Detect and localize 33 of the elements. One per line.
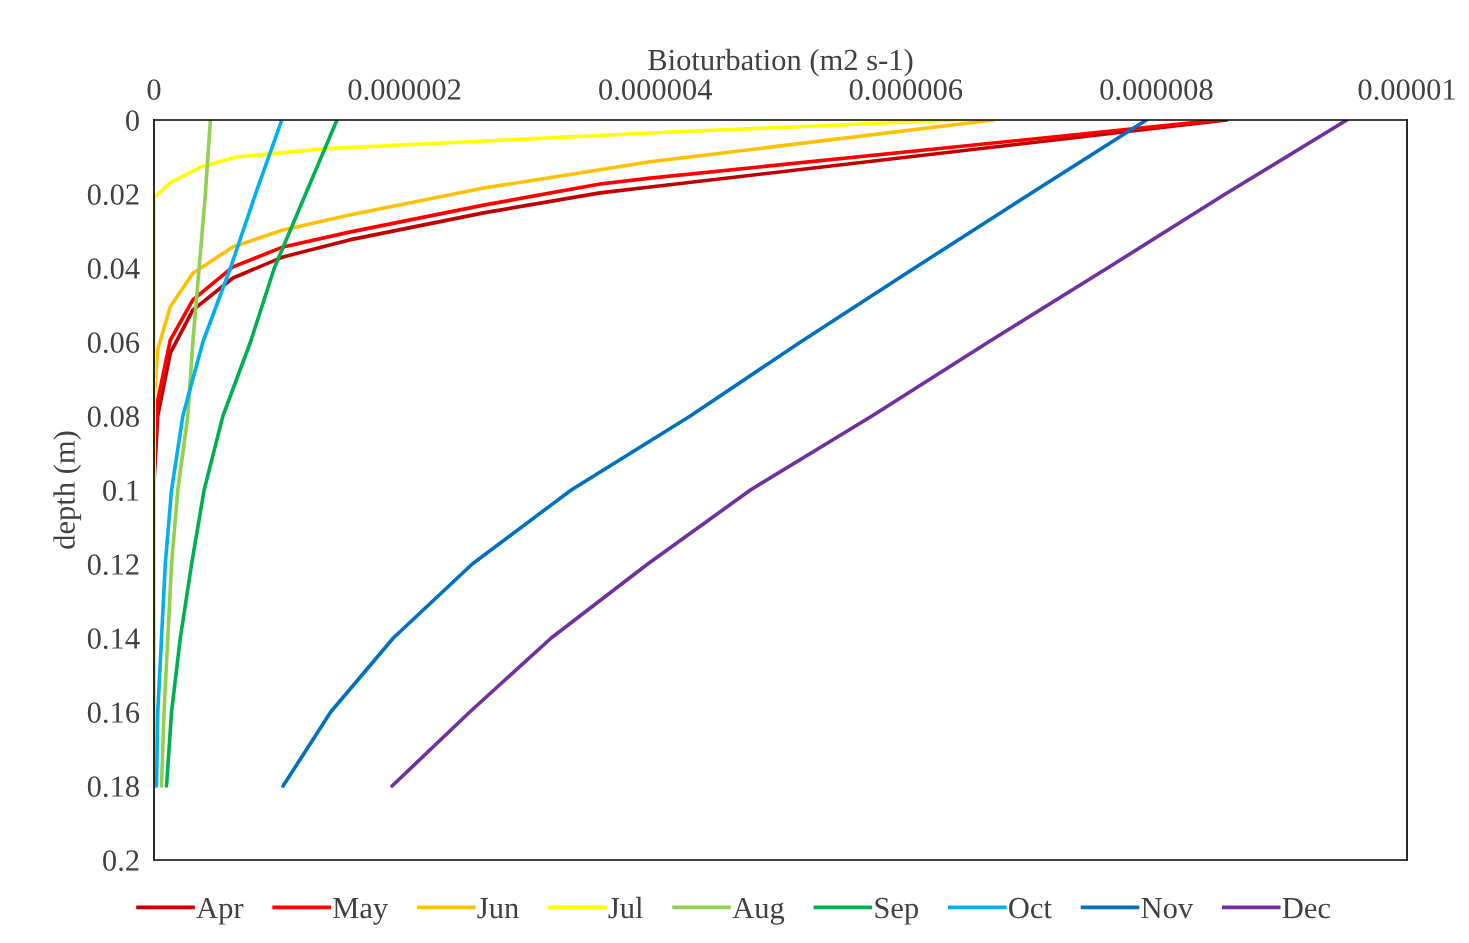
y-tick-label: 0.16 [87, 702, 140, 724]
x-tick-label: 0.00001 [1358, 79, 1455, 101]
line-series [154, 120, 284, 788]
y-tick-label: 0 [126, 110, 139, 131]
legend-label: Sep [875, 897, 919, 925]
x-tick-label: 0.000002 [348, 79, 461, 101]
y-tick-label: 0.14 [87, 628, 140, 650]
legend-label: Jun [477, 898, 519, 919]
line-series [390, 120, 1349, 788]
x-tick-label: 0.000004 [599, 79, 713, 101]
legend-label: Apr [196, 897, 244, 925]
y-tick-label: 0.08 [87, 406, 139, 428]
legend-label: Jul [608, 896, 643, 919]
line-series [159, 120, 213, 788]
y-tick-label: 0.02 [87, 184, 139, 206]
y-tick-label: 0.12 [87, 554, 139, 576]
y-axis-title: depth (m) [53, 431, 82, 549]
legend-label: May [333, 898, 389, 925]
x-axis-title: Bioturbation (m2 s-1) [648, 48, 913, 77]
y-tick-label: 0.18 [87, 776, 139, 798]
y-tick-label: 0.2 [103, 850, 139, 872]
legend-label: Aug [732, 897, 785, 925]
x-tick-label: 0 [147, 79, 161, 100]
y-tick-label: 0.06 [87, 332, 140, 354]
y-tick-label: 0.1 [103, 480, 139, 502]
line-series [281, 120, 1149, 788]
legend-label: Nov [1141, 898, 1194, 919]
x-tick-label: 0.000006 [849, 79, 963, 101]
line-series [164, 120, 339, 788]
x-tick-label: 0.000008 [1100, 79, 1213, 101]
y-tick-label: 0.04 [87, 258, 140, 280]
legend-label: Oct [1009, 897, 1052, 919]
legend-label: Dec [1282, 898, 1331, 919]
